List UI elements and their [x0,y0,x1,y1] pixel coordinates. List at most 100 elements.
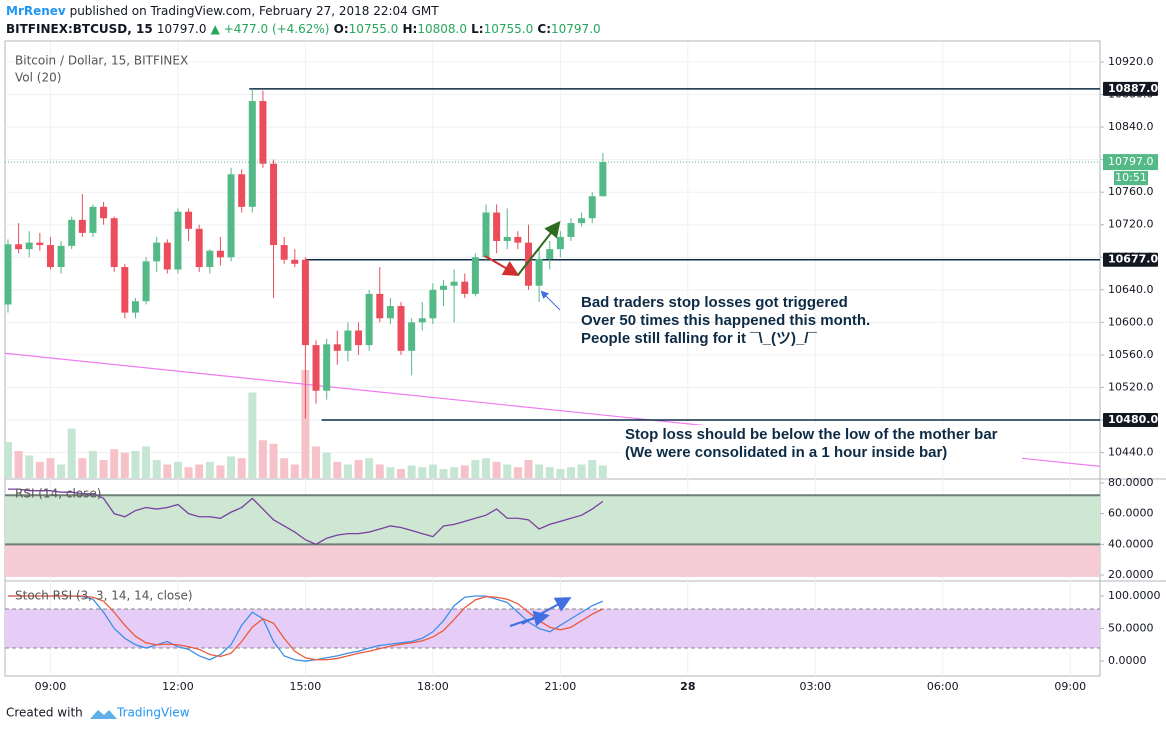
green-arrow [517,220,561,276]
red-arrow [484,255,520,277]
pane-title: Stoch RSI (3, 3, 14, 14, close) [15,589,193,603]
candle-body [110,218,118,268]
author[interactable]: MrRenev [6,4,66,18]
volume-bar [598,465,607,478]
volume-bar [67,428,76,478]
volume-bar [471,460,480,478]
volume-bar [439,469,448,478]
x-tick-label: 09:00 [35,680,67,693]
volume-bar [88,451,97,478]
y-tick-label: 10440.0 [1108,446,1154,459]
candle-body [100,206,108,219]
candle-body [227,174,235,258]
footer-brand[interactable]: TradingView [116,706,190,720]
volume-bar [258,440,267,478]
volume-bar [280,458,289,478]
candle-body [312,345,320,391]
y-tick-label: 10720.0 [1108,218,1154,231]
volume-bar [142,446,151,478]
volume-bar [216,465,225,478]
volume-bar [312,446,321,478]
candle-body [397,306,405,351]
candle-body [121,267,129,313]
last: 10797.0 [157,22,207,36]
volume-bar [237,458,246,478]
band [5,495,1100,545]
pane-title: Bitcoin / Dollar, 15, BITFINEX [15,54,188,68]
volume-bar [375,464,384,478]
annotation: Stop loss should be below the low of the… [625,426,998,443]
volume-bar [205,461,214,478]
candle-body [333,344,341,351]
countdown-label: 10:51 [1115,171,1147,184]
level-label: 10677.0 [1108,253,1158,266]
volume-bar [35,461,44,478]
candle-body [461,281,469,294]
volume-bar [482,458,491,478]
volume-bar [163,464,172,478]
volume-bar [14,451,23,478]
volume-bar [152,460,161,478]
header-line-2: BITFINEX:BTCUSD, 15 10797.0 ▲ +477.0 (+4… [6,22,601,36]
pane-title: RSI (14, close) [15,487,101,501]
candle-body [323,344,331,391]
volume-bar [110,449,119,478]
last-price-tag [1103,154,1158,171]
volume-bar [354,460,363,478]
x-tick-label: 21:00 [545,680,577,693]
candle-body [450,281,458,286]
y-tick-label: 60.0000 [1108,507,1154,520]
y-tick-label: 10840.0 [1108,120,1154,133]
volume-bar [78,458,87,478]
ohlc-h: H: [402,22,417,36]
footer: Created with TradingView [6,706,190,720]
x-tick-label: 12:00 [162,680,194,693]
volume-bar [588,460,597,478]
volume-bar [322,452,331,478]
y-tick-label: 20.0000 [1108,568,1154,581]
volume-bar [57,464,66,478]
candle-body [174,211,182,270]
candle-body [78,219,86,233]
volume-bar [365,458,374,478]
published: published on TradingView.com, February 2… [70,4,440,18]
y-tick-label: 40.0000 [1108,537,1154,550]
volume-bar [343,464,352,478]
volume-bar [407,465,416,478]
x-tick-label: 06:00 [927,680,959,693]
ohlc-o: O: [334,22,349,36]
candle-body [4,244,12,305]
y-tick-label: 10920.0 [1108,55,1154,68]
candle-body [386,306,394,319]
candle-body [248,101,256,207]
x-tick-label: 15:00 [290,680,322,693]
ohlc-c-value: 10797.0 [551,22,601,36]
ohlc-l-value: 10755.0 [484,22,534,36]
blue-arrow [540,290,561,311]
candle-body [578,218,586,224]
candle-body [280,245,288,260]
volume-bar [492,461,501,478]
y-tick-label: 10600.0 [1108,315,1154,328]
symbol: BITFINEX:BTCUSD, 15 [6,22,153,36]
volume-bar [269,443,278,478]
candle-body [185,211,193,229]
y-tick-label: 0.0000 [1108,654,1147,667]
volume-bar [418,467,427,478]
level-tag [1103,252,1158,267]
volume-bar [131,451,140,478]
candle-body [344,330,352,351]
annotation: Bad traders stop losses got triggered [581,294,848,311]
candle-body [471,257,479,294]
candle-body [206,250,214,268]
candle-body [546,249,554,259]
logo [90,710,117,719]
volume-bar [290,464,299,478]
x-tick-label: 03:00 [799,680,831,693]
ohlc-c: C: [537,22,551,36]
candle-body [556,236,564,250]
change: ▲ +477.0 (+4.62%) [211,22,330,36]
candle-body [514,236,522,243]
candle-body [599,162,607,197]
